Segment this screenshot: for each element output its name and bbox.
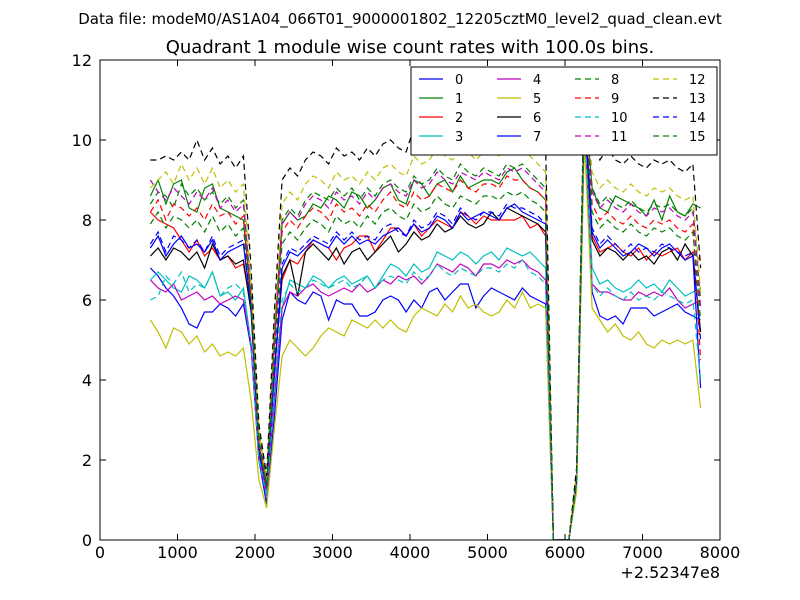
y-tick-label: 0 [82,531,92,550]
series-line-5 [149,139,702,540]
series-line-11 [149,91,702,540]
x-tick-label: 5000 [467,543,508,562]
x-tick-label: 6000 [545,543,586,562]
y-tick-label: 6 [82,291,92,310]
series-line-15 [149,95,702,540]
series-line-2 [149,103,702,540]
series-line-4 [149,115,701,540]
y-tick-label: 8 [82,211,92,230]
legend-label-14: 14 [689,111,706,126]
legend-label-1: 1 [455,92,463,107]
legend-label-4: 4 [533,73,541,88]
x-tick-label: 2000 [235,543,276,562]
y-tick-label: 4 [82,371,92,390]
x-tick-label: 4000 [390,543,431,562]
series-line-3 [149,115,701,540]
legend-label-11: 11 [611,130,628,145]
legend-label-9: 9 [611,92,619,107]
legend-label-13: 13 [689,92,706,107]
legend-box [410,66,718,156]
axis-ticks: 0 1000 2000 3000 4000 5000 6000 7000 80000246810… [72,51,741,562]
x-tick-label: 1000 [157,543,198,562]
series-line-8 [149,87,702,540]
legend-label-2: 2 [455,111,463,126]
x-tick-label: 3000 [312,543,353,562]
x-tick-label: 8000 [700,543,741,562]
legend-label-3: 3 [455,130,463,145]
series-line-6 [149,103,702,540]
legend-label-5: 5 [533,92,541,107]
legend-label-10: 10 [611,111,628,126]
legend-label-12: 12 [689,73,706,88]
y-tick-label: 10 [72,131,92,150]
legend-label-8: 8 [611,73,619,88]
legend-label-15: 15 [689,130,706,145]
x-tick-label: 0 [95,543,105,562]
chart-suptitle: Data file: modeM0/AS1A04_066T01_90000018… [78,10,722,29]
series-line-9 [149,87,702,540]
legend-label-6: 6 [533,111,541,126]
legend-label-0: 0 [455,73,463,88]
series-line-0 [149,119,701,540]
y-tick-label: 2 [82,451,92,470]
legend-label-7: 7 [533,130,541,145]
series-line-7 [149,99,702,540]
series-line-10 [150,119,702,540]
x-axis-offset-label: +2.52347e8 [620,563,720,582]
series-line-1 [149,91,701,540]
x-tick-label: 7000 [622,543,663,562]
series-line-14 [149,99,702,540]
y-tick-label: 12 [72,51,92,70]
series-line-12 [149,83,702,540]
chart-title: Quadrant 1 module wise count rates with … [166,37,655,58]
